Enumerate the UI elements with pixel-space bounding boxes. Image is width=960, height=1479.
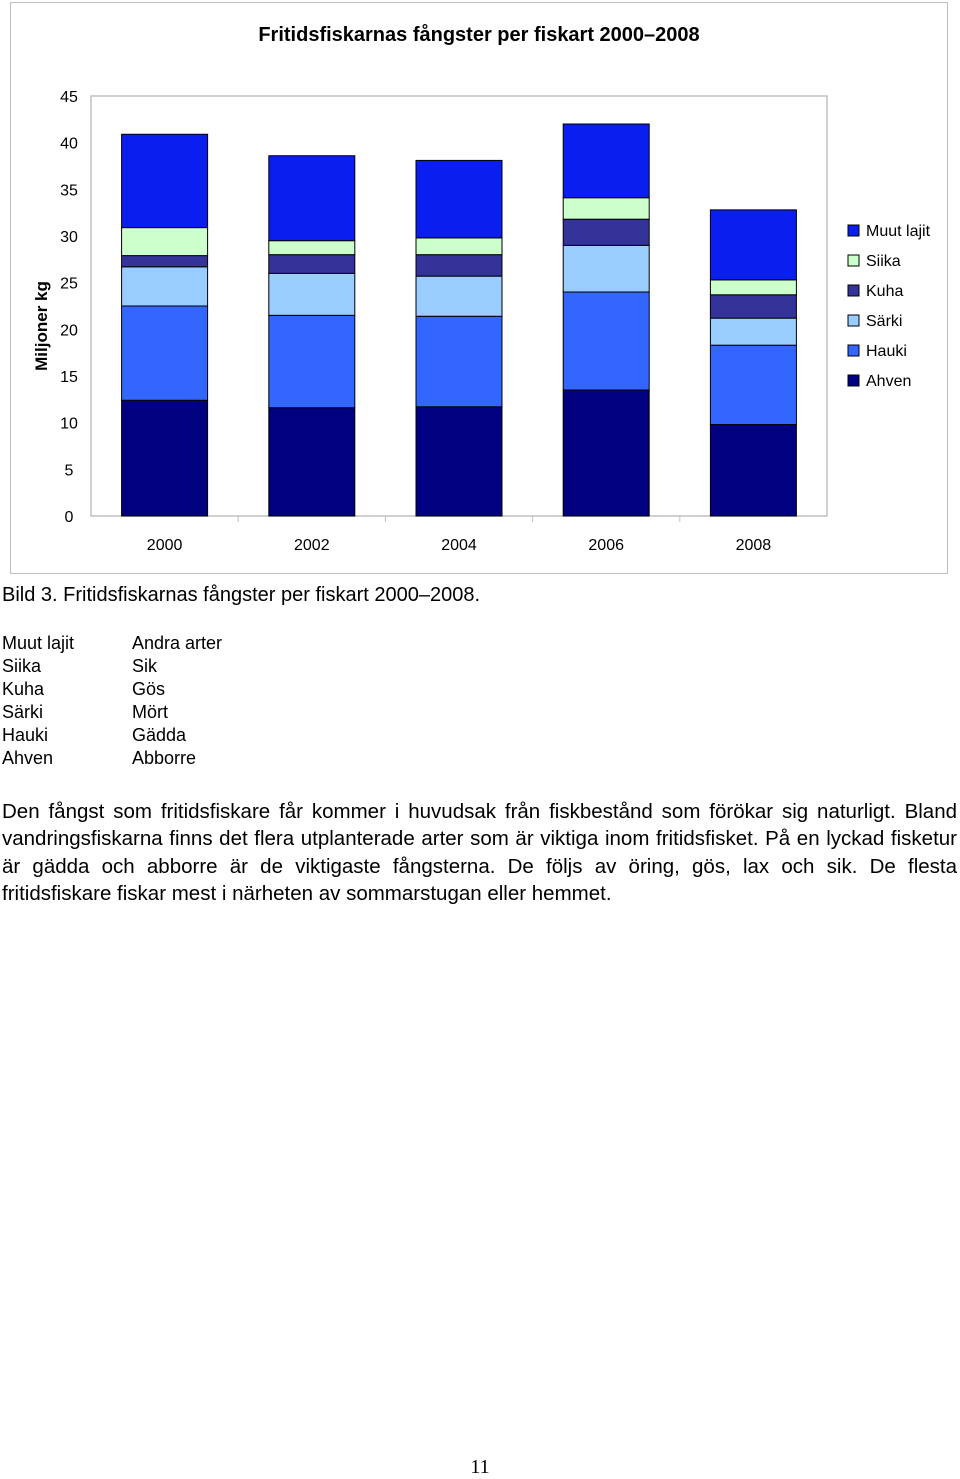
page-number: 11	[470, 1456, 490, 1478]
swedish-names-column: Andra arter Sik Gös Mört Gädda Abborre	[132, 632, 222, 770]
legend-swatch	[847, 284, 860, 297]
x-tick-label: 2008	[736, 537, 772, 554]
bar-segment	[709, 344, 797, 426]
y-tick-label: 25	[60, 276, 78, 293]
bar-segment	[562, 218, 650, 246]
bar-segment	[415, 315, 503, 408]
bar-segment	[415, 237, 503, 256]
x-tick-label: 2004	[441, 537, 477, 554]
chart-frame: Fritidsfiskarnas fångster per fiskart 20…	[10, 2, 948, 574]
legend-swatch	[847, 314, 860, 327]
y-tick-label: 0	[65, 509, 74, 526]
bar-segment	[268, 272, 356, 316]
legend-swatch	[847, 224, 860, 237]
swedish-name: Andra arter	[132, 633, 223, 653]
bar-segment	[268, 240, 356, 256]
legend-label: Siika	[866, 253, 901, 270]
bar-segment	[562, 123, 650, 199]
x-tick-label: 2000	[147, 537, 183, 554]
bar-segment	[268, 254, 356, 274]
legend-label: Muut lajit	[866, 223, 931, 240]
bar-segment	[709, 279, 797, 296]
legend-swatch	[847, 374, 860, 387]
x-tick-label: 2006	[588, 537, 624, 554]
chart-title: Fritidsfiskarnas fångster per fiskart 20…	[258, 23, 699, 46]
bar-segment	[562, 291, 650, 391]
legend-label: Hauki	[866, 343, 907, 360]
bar-segment	[415, 406, 503, 517]
swedish-name: Gös	[132, 679, 166, 699]
bar-segment	[415, 159, 503, 239]
y-tick-label: 20	[60, 322, 78, 339]
y-tick-label: 45	[60, 89, 78, 106]
bar-segment	[562, 197, 650, 220]
swedish-name: Abborre	[132, 748, 197, 768]
bar-segment	[562, 244, 650, 293]
swedish-name: Gädda	[132, 725, 187, 745]
y-tick-label: 5	[65, 462, 74, 479]
figure-caption: Bild 3. Fritidsfiskarnas fångster per fi…	[2, 584, 481, 606]
y-axis-label: Miljoner kg	[32, 281, 51, 371]
legend-label: Kuha	[866, 283, 903, 300]
bar-segment	[121, 227, 209, 257]
bar-segment	[121, 266, 209, 307]
bar-segment	[121, 399, 209, 517]
bar-segment	[268, 155, 356, 242]
bar-segment	[415, 254, 503, 277]
finnish-name: Särki	[2, 702, 44, 722]
y-tick-label: 40	[60, 136, 78, 153]
swedish-name: Sik	[132, 656, 158, 676]
bar-segment	[709, 424, 797, 517]
swedish-name: Mört	[132, 702, 168, 722]
finnish-name: Hauki	[2, 725, 49, 745]
finnish-name: Kuha	[2, 679, 45, 699]
bar-segment	[121, 305, 209, 401]
bar-segment	[268, 314, 356, 409]
bar-segment	[709, 317, 797, 346]
y-tick-label: 10	[60, 416, 78, 433]
bar-segment	[121, 255, 209, 268]
x-tick-label: 2002	[294, 537, 330, 554]
finnish-name: Ahven	[2, 748, 54, 768]
finnish-name: Siika	[2, 656, 42, 676]
bar-segment	[709, 294, 797, 319]
legend-label: Särki	[866, 313, 902, 330]
bar-segment	[562, 389, 650, 517]
y-tick-label: 15	[60, 369, 78, 386]
bar-segment	[709, 209, 797, 281]
legend-swatch	[847, 254, 860, 267]
legend-swatch	[847, 344, 860, 357]
stacked-bar-chart: Fritidsfiskarnas fångster per fiskart 20…	[32, 23, 931, 554]
bar-segment	[268, 407, 356, 517]
y-tick-label: 35	[60, 182, 78, 199]
legend-label: Ahven	[866, 373, 911, 390]
finnish-names-column: Muut lajit Siika Kuha Särki Hauki Ahven	[2, 632, 74, 770]
y-tick-label: 30	[60, 229, 78, 246]
bar-segment	[121, 133, 209, 229]
bar-segment	[415, 275, 503, 317]
finnish-name: Muut lajit	[2, 633, 75, 653]
body-paragraph: Den fångst som fritidsfiskare får kommer…	[2, 800, 957, 905]
